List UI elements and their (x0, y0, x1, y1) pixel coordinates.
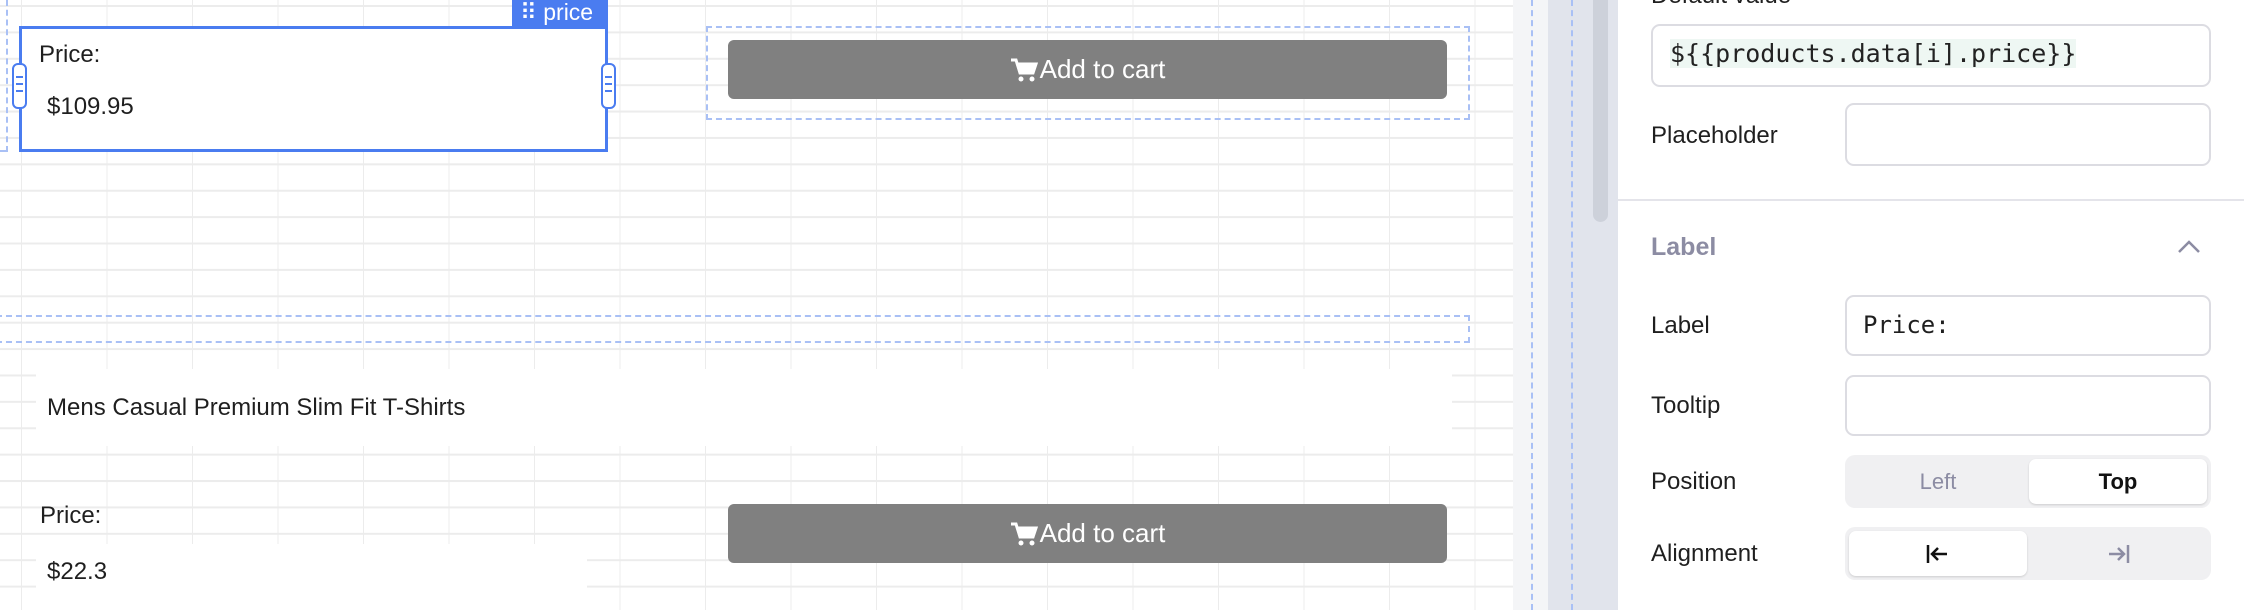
container-outline (1571, 0, 1573, 610)
align-left-icon (1926, 544, 1947, 563)
product-title: Mens Casual Premium Slim Fit T-Shirts (47, 394, 466, 421)
alignment-label: Alignment (1651, 540, 1758, 567)
button-label: Add to cart (1039, 518, 1166, 548)
alignment-option-right[interactable] (2029, 531, 2207, 576)
label-section-title: Label (1651, 233, 1717, 261)
button-container-outline (706, 26, 1470, 120)
default-value-code: ${{products.data[i].price}} (1670, 39, 2077, 68)
price-input[interactable]: $22.3 (36, 544, 587, 610)
default-value-label: Default value (1651, 0, 1791, 10)
container-outline (1531, 0, 1533, 610)
section-divider (1618, 199, 2244, 201)
label-input[interactable]: Price: (1845, 295, 2211, 356)
placeholder-input[interactable] (1845, 103, 2211, 166)
scrollbar-thumb[interactable] (1593, 0, 1608, 222)
resize-handle-right[interactable] (601, 63, 616, 109)
list-container-outline (0, 0, 8, 152)
position-option-top[interactable]: Top (2029, 459, 2207, 504)
cart-icon (1010, 522, 1038, 545)
align-right-icon (2109, 544, 2130, 563)
chevron-up-icon[interactable] (2176, 238, 2202, 256)
tooltip-input[interactable] (1845, 375, 2211, 436)
label-value: Price: (1863, 311, 1950, 339)
price-value: $22.3 (47, 558, 108, 585)
price-label: Price: (40, 502, 102, 529)
cart-icon (1010, 58, 1038, 81)
position-toggle: Left Top (1845, 455, 2211, 508)
position-label: Position (1651, 468, 1737, 495)
product-title-box: Mens Casual Premium Slim Fit T-Shirts (36, 369, 1452, 446)
tooltip-label: Tooltip (1651, 392, 1721, 419)
widget-name-tag[interactable]: ⠿ price (512, 0, 608, 26)
price-label: Price: (39, 41, 101, 68)
price-value: $109.95 (47, 93, 134, 120)
position-option-left[interactable]: Left (1919, 468, 1957, 494)
add-to-cart-button[interactable]: Add to cart (728, 40, 1447, 99)
label-field-label: Label (1651, 312, 1710, 339)
widget-name: price (543, 0, 594, 25)
list-item-divider-outline (0, 315, 1470, 343)
button-label: Add to cart (1039, 54, 1166, 84)
alignment-toggle (1845, 527, 2211, 580)
resize-handle-left[interactable] (12, 63, 27, 109)
price-input-widget-selected[interactable]: Price: $109.95 (19, 26, 608, 152)
drag-handle-icon[interactable]: ⠿ (520, 0, 537, 25)
default-value-input[interactable]: ${{products.data[i].price}} (1651, 24, 2211, 87)
add-to-cart-button[interactable]: Add to cart (728, 504, 1447, 563)
placeholder-label: Placeholder (1651, 122, 1778, 149)
alignment-option-left[interactable] (1849, 531, 2027, 576)
